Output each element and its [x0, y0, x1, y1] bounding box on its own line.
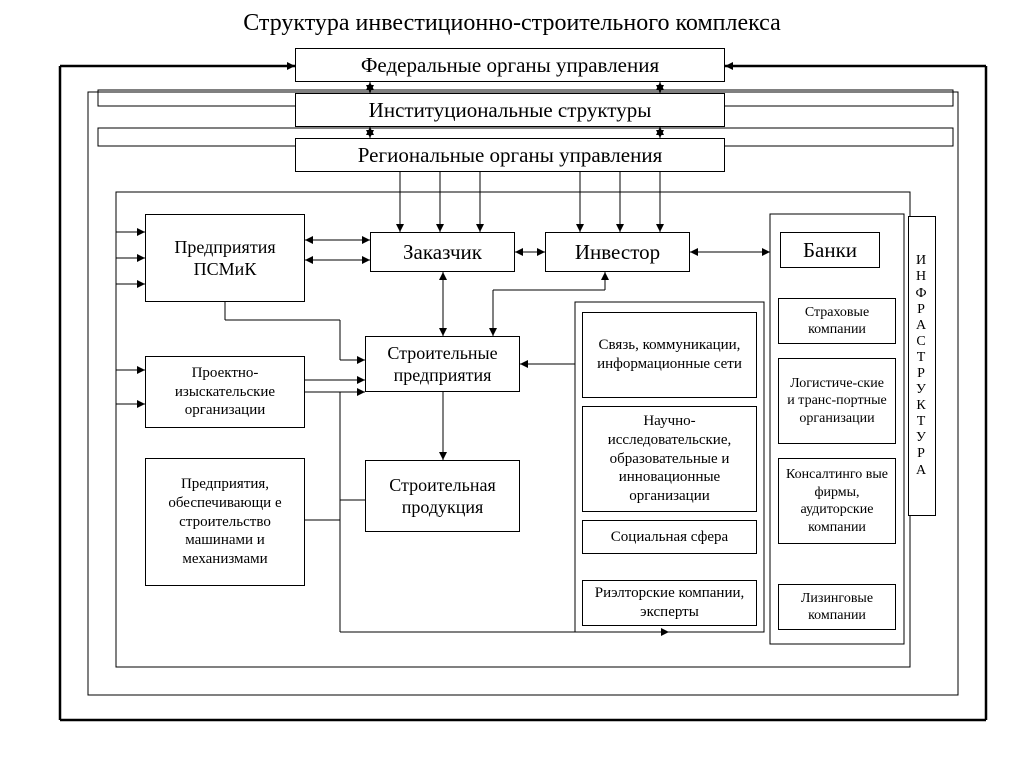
node-institut: Институциональные структуры — [295, 93, 725, 127]
node-leasing: Лизинговые компании — [778, 584, 896, 630]
node-consulting: Консалтинго вые фирмы, аудиторские компа… — [778, 458, 896, 544]
node-banks: Банки — [780, 232, 880, 268]
node-contractors: Строительные предприятия — [365, 336, 520, 392]
node-customer: Заказчик — [370, 232, 515, 272]
node-survey: Проектно-изыскательские организации — [145, 356, 305, 428]
vertical-label-infra: ИНФРАСТРУКТУРА — [908, 216, 936, 516]
node-social: Социальная сфера — [582, 520, 757, 554]
node-federal: Федеральные органы управления — [295, 48, 725, 82]
node-realtor: Риэлторские компании, эксперты — [582, 580, 757, 626]
node-investor: Инвестор — [545, 232, 690, 272]
node-regional: Региональные органы управления — [295, 138, 725, 172]
node-psmik: Предприятия ПСМиК — [145, 214, 305, 302]
node-comm: Связь, коммуникации, информационные сети — [582, 312, 757, 398]
node-product: Строительная продукция — [365, 460, 520, 532]
diagram-stage: Структура инвестиционно-строительного ко… — [0, 0, 1024, 767]
node-machines: Предприятия, обеспечивающи е строительст… — [145, 458, 305, 586]
node-research: Научно-исследовательские, образовательны… — [582, 406, 757, 512]
node-logistics: Логистиче-ские и транс-портные организац… — [778, 358, 896, 444]
node-insurance: Страховые компании — [778, 298, 896, 344]
